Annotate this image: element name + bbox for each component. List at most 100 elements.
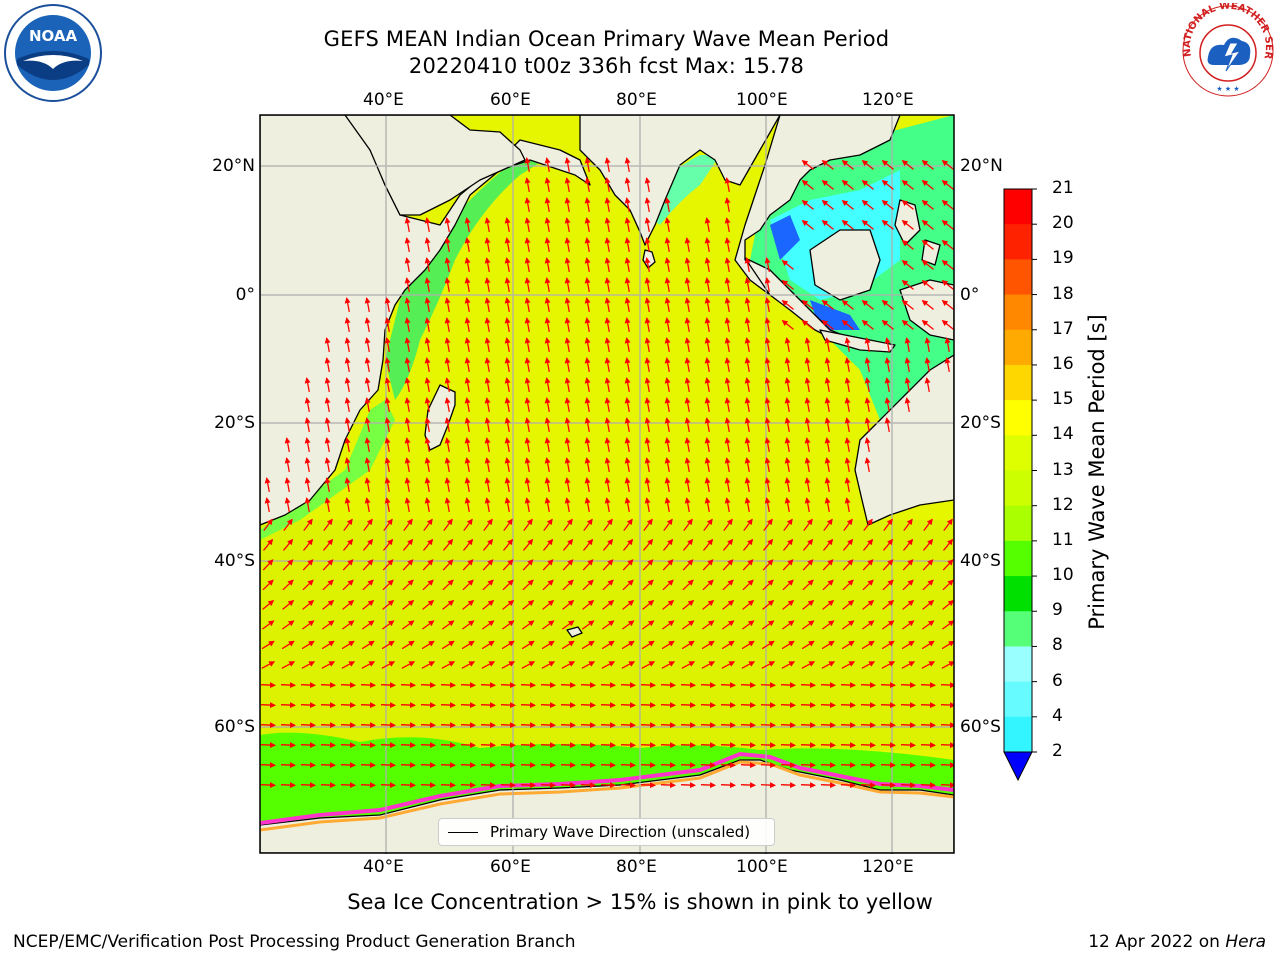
wave-direction-arrow [800,762,816,769]
wave-direction-arrow [801,199,814,210]
wave-direction-arrow [504,457,511,473]
wave-direction-arrow [704,237,711,253]
wave-direction-arrow [901,259,914,270]
wave-direction-arrow [524,497,531,513]
wave-direction-arrow [782,599,795,610]
wave-direction-arrow [921,299,934,310]
wave-direction-arrow [904,337,911,353]
wave-direction-arrow [501,640,515,650]
wave-direction-arrow [440,742,456,749]
wave-direction-arrow [404,217,411,233]
wave-direction-arrow [404,337,411,353]
wave-direction-arrow [620,702,636,709]
wave-direction-arrow [384,317,391,333]
wave-direction-arrow [364,357,371,373]
wave-direction-arrow [940,702,954,709]
wave-direction-arrow [542,559,554,571]
wave-direction-arrow [900,702,916,709]
wave-direction-arrow [280,702,296,709]
wave-direction-arrow [302,559,314,571]
wave-direction-arrow [544,297,551,313]
wave-direction-arrow [584,297,591,313]
wave-direction-arrow [320,702,336,709]
wave-direction-arrow [524,377,531,393]
wave-direction-arrow [724,337,731,353]
wave-direction-arrow [500,762,516,769]
wave-direction-arrow [801,620,815,630]
wave-direction-arrow [901,319,914,330]
wave-direction-arrow [584,217,591,233]
wave-direction-arrow [861,159,874,170]
tick-marks [385,853,893,854]
wave-direction-arrow [601,620,615,630]
wave-direction-arrow [584,337,591,353]
wave-direction-arrow [742,559,754,571]
wave-direction-arrow [481,661,496,669]
wave-direction-arrow [603,518,613,531]
wave-direction-arrow [544,317,551,333]
wave-direction-arrow [844,497,851,513]
wave-direction-arrow [604,337,611,353]
wave-direction-arrow [861,620,875,630]
wave-direction-arrow [883,518,893,531]
wave-direction-arrow [664,397,671,413]
wave-direction-arrow [260,722,276,729]
wave-direction-arrow [541,640,555,650]
wave-direction-arrow [544,357,551,373]
wave-direction-arrow [884,417,891,433]
wave-direction-arrow [684,297,691,313]
wave-direction-arrow [723,538,734,551]
wave-direction-arrow [320,682,336,689]
wave-direction-arrow [920,682,936,689]
wave-direction-arrow [403,538,414,551]
wave-direction-arrow [644,297,651,313]
wave-direction-arrow [781,620,795,630]
wave-direction-arrow [464,397,471,413]
noaa-logo-text: NOAA [29,27,78,45]
wave-direction-arrow [380,762,396,769]
wave-direction-arrow [744,417,751,433]
wave-direction-arrow [824,337,831,353]
wave-direction-arrow [604,397,611,413]
wave-direction-arrow [521,620,535,630]
wave-direction-arrow [544,377,551,393]
wave-direction-arrow [321,640,335,650]
wave-direction-arrow [404,237,411,253]
wave-direction-arrow [884,397,891,413]
wave-direction-arrow [660,762,676,769]
wave-direction-arrow [664,317,671,333]
wave-direction-arrow [304,417,311,433]
colorbar-segment [1004,435,1032,471]
wave-direction-arrow [484,297,491,313]
wave-direction-arrow [544,497,551,513]
wave-direction-arrow [640,762,656,769]
wave-direction-arrow [920,702,936,709]
wave-direction-arrow [624,157,631,173]
wave-direction-arrow [941,259,954,270]
wave-direction-arrow [741,661,756,669]
wave-direction-arrow [600,682,616,689]
wave-direction-arrow [382,559,394,571]
wave-direction-arrow [280,782,296,789]
wave-direction-arrow [944,357,951,373]
wave-direction-arrow [644,437,651,453]
wave-direction-arrow [441,661,456,669]
wave-direction-arrow [764,457,771,473]
wave-direction-arrow [841,179,854,190]
wave-direction-arrow [900,722,916,729]
wave-direction-arrow [480,742,496,749]
wave-direction-arrow [442,579,454,591]
wave-direction-arrow [864,377,871,393]
wave-direction-arrow [942,579,954,591]
wave-direction-arrow [804,457,811,473]
wave-direction-arrow [664,337,671,353]
wave-direction-arrow [344,417,351,433]
wave-direction-arrow [404,317,411,333]
wave-direction-arrow [764,357,771,373]
wave-direction-arrow [501,620,515,630]
wave-direction-arrow [340,742,356,749]
wave-direction-arrow [864,457,871,473]
wave-direction-arrow [344,317,351,333]
wave-direction-arrow [360,702,376,709]
colorbar-tick-label: 15 [1052,389,1074,410]
